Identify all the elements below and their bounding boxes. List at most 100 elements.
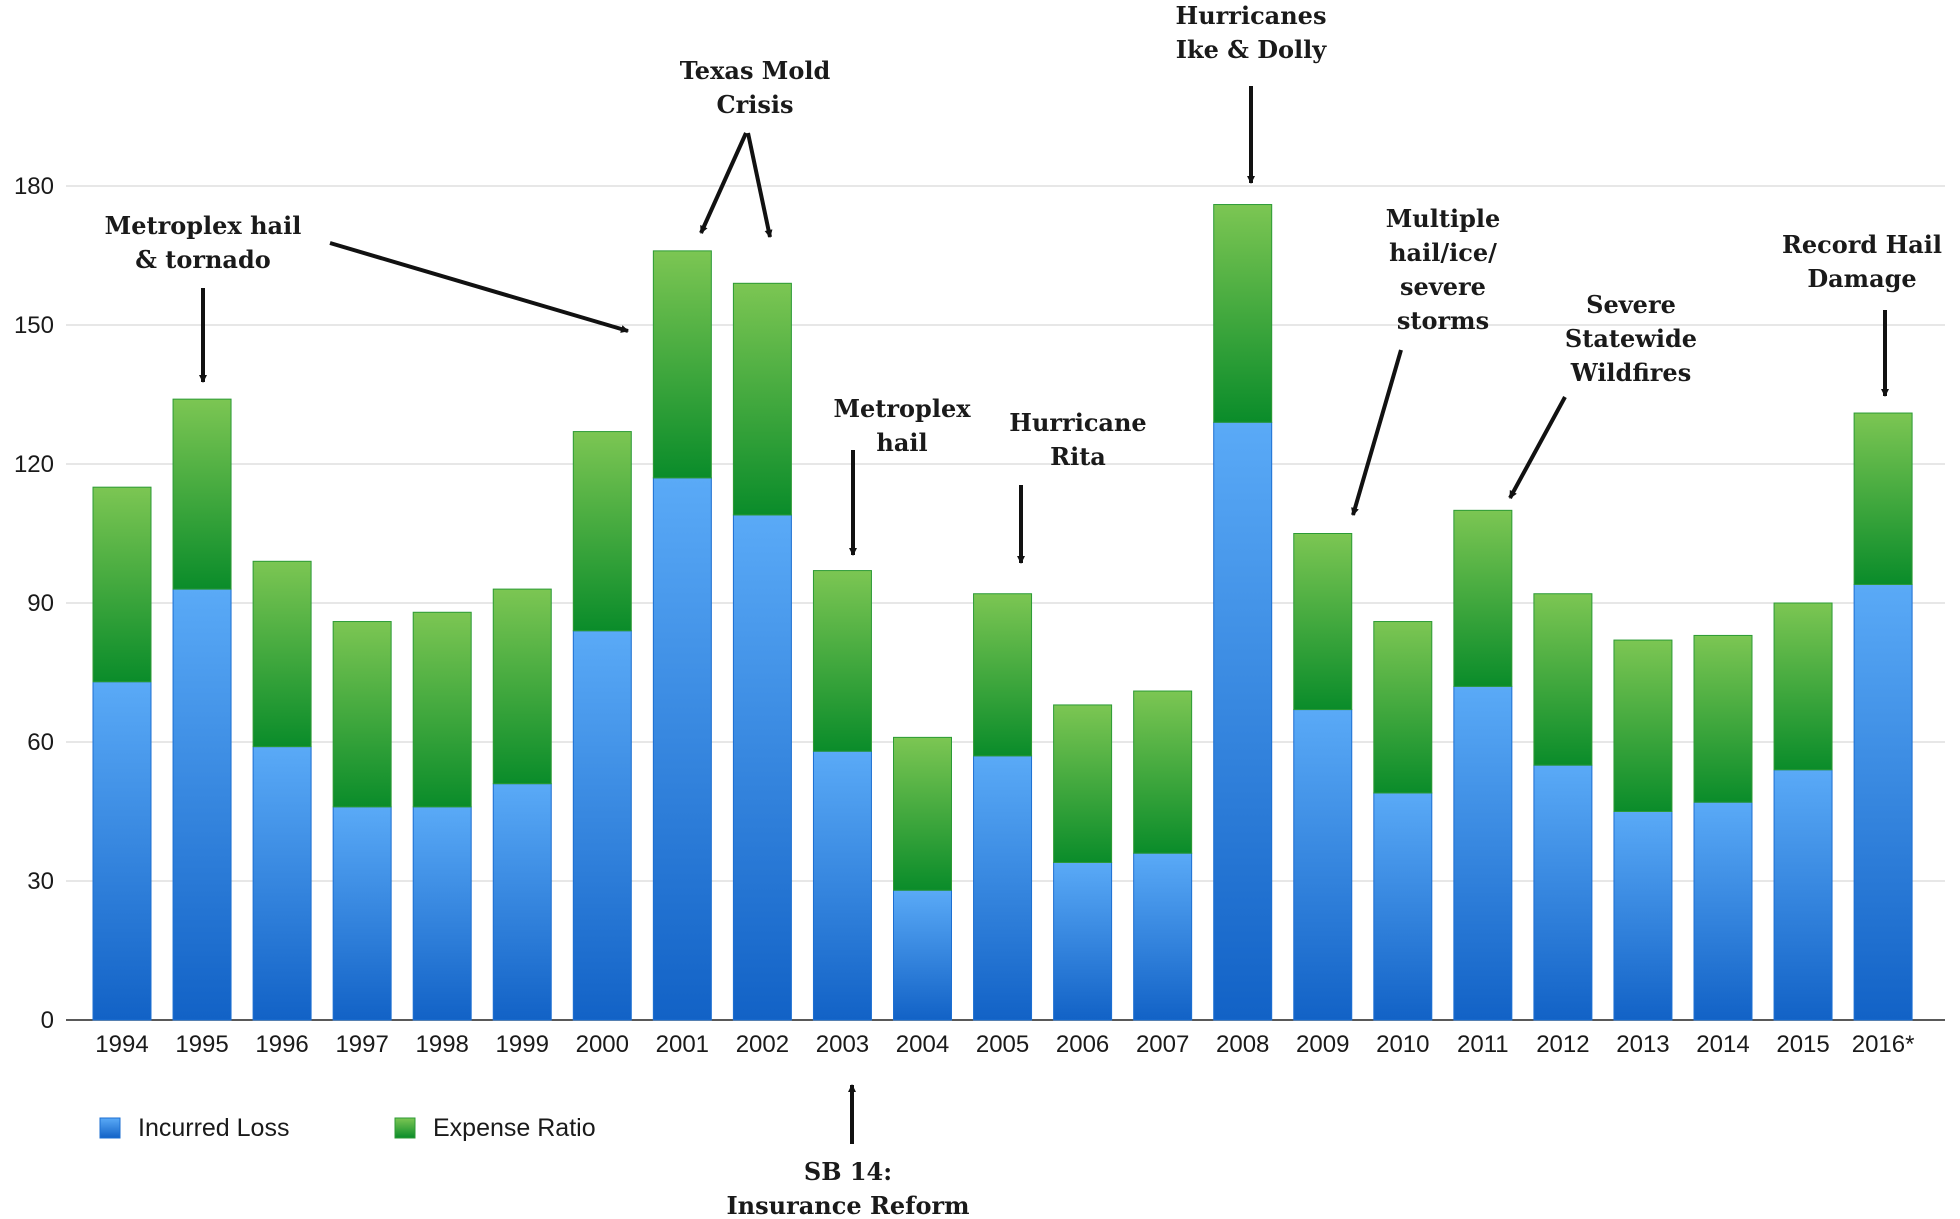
x-tick-label: 2007 — [1136, 1031, 1189, 1058]
x-tick-label: 2011 — [1457, 1031, 1509, 1058]
y-tick-label: 60 — [27, 729, 54, 756]
bar-incurred-loss — [332, 806, 392, 1021]
annotation-arrow — [699, 132, 748, 234]
legend-swatch-expense-ratio — [394, 1117, 416, 1139]
annotation-text: SB 14: — [804, 1157, 892, 1186]
bar-incurred-loss — [812, 750, 872, 1021]
bar-expense-ratio — [1453, 509, 1513, 687]
x-tick-label: 2010 — [1376, 1031, 1429, 1058]
x-tick-label: 2002 — [736, 1031, 789, 1058]
bar-incurred-loss — [1053, 861, 1113, 1021]
x-tick-label: 2000 — [576, 1031, 629, 1058]
bar-expense-ratio — [1373, 621, 1433, 794]
bar-expense-ratio — [572, 431, 632, 632]
annotation: Metroplex hail & tornado — [105, 211, 629, 383]
bar-expense-ratio — [812, 570, 872, 752]
x-tick-label: 2008 — [1216, 1031, 1269, 1058]
y-tick-label: 120 — [14, 451, 54, 478]
annotations: Metroplex hail & tornado Texas Mold Crisis M… — [105, 1, 1942, 1219]
x-tick-label: 2012 — [1536, 1031, 1589, 1058]
bar-expense-ratio — [252, 560, 312, 748]
annotation-text: Metroplex hail — [105, 211, 302, 240]
annotation-text: Hurricane — [1009, 408, 1146, 437]
bar-expense-ratio — [1613, 639, 1673, 812]
y-tick-label: 90 — [27, 590, 54, 617]
annotation: Hurricane Rita — [1009, 408, 1147, 564]
y-tick-label: 180 — [14, 173, 54, 200]
bar-incurred-loss — [1693, 801, 1753, 1021]
bar-incurred-loss — [1773, 769, 1833, 1021]
annotation-text: Damage — [1807, 264, 1916, 293]
annotation-text: severe — [1400, 272, 1486, 301]
y-axis-ticks: 0 30 60 90 120 150 180 — [14, 173, 54, 1034]
bar-incurred-loss — [1853, 583, 1913, 1021]
x-tick-label: 1998 — [416, 1031, 469, 1058]
bar-expense-ratio — [1133, 690, 1193, 854]
annotation-text: Wildfires — [1570, 358, 1691, 387]
annotation: Hurricanes Ike & Dolly — [1176, 1, 1328, 184]
bar-expense-ratio — [1293, 533, 1353, 711]
bar-expense-ratio — [92, 486, 152, 683]
annotation-arrow — [1508, 396, 1567, 499]
annotation-text: Ike & Dolly — [1176, 35, 1328, 64]
bar-expense-ratio — [973, 593, 1033, 757]
bar-expense-ratio — [1533, 593, 1593, 766]
legend-label: Incurred Loss — [138, 1114, 289, 1142]
annotation-text: Texas Mold — [680, 56, 831, 85]
bar-incurred-loss — [1373, 792, 1433, 1021]
bar-incurred-loss — [732, 514, 792, 1021]
legend: Incurred Loss Expense Ratio — [99, 1114, 596, 1142]
x-tick-label: 2009 — [1296, 1031, 1349, 1058]
annotation: Multiple hail/ice/severe storms — [1351, 204, 1500, 516]
bar-incurred-loss — [1453, 685, 1513, 1021]
annotation-text: Rita — [1050, 442, 1106, 471]
x-axis-ticks: 1994 1995 1996 1997 1998 1999 2000 2001 2002 2003… — [95, 1031, 1914, 1058]
y-tick-label: 0 — [41, 1007, 54, 1034]
annotation-text: Statewide — [1565, 324, 1697, 353]
bar-incurred-loss — [1293, 709, 1353, 1021]
bar-incurred-loss — [92, 681, 152, 1021]
annotation-arrow — [329, 241, 629, 333]
x-tick-label: 2013 — [1616, 1031, 1669, 1058]
annotation-arrow — [746, 132, 773, 238]
x-tick-label: 2016* — [1852, 1031, 1915, 1058]
x-tick-label: 1999 — [496, 1031, 549, 1058]
bar-incurred-loss — [1213, 421, 1273, 1021]
legend-swatch-incurred-loss — [99, 1117, 121, 1139]
x-tick-label: 1997 — [335, 1031, 388, 1058]
bar-incurred-loss — [492, 783, 552, 1021]
bar-incurred-loss — [1533, 764, 1593, 1021]
x-tick-label: 2014 — [1696, 1031, 1749, 1058]
legend-label: Expense Ratio — [433, 1114, 596, 1142]
annotation-text: hail/ice/ — [1389, 238, 1497, 267]
bar-expense-ratio — [172, 398, 232, 590]
annotation-text: storms — [1397, 306, 1489, 335]
x-tick-label: 2003 — [816, 1031, 869, 1058]
annotation-text: & tornado — [135, 245, 271, 274]
x-tick-label: 1994 — [95, 1031, 148, 1058]
bar-expense-ratio — [332, 621, 392, 808]
x-tick-label: 2015 — [1776, 1031, 1829, 1058]
bar-expense-ratio — [732, 282, 792, 516]
x-tick-label: 2006 — [1056, 1031, 1109, 1058]
bar-expense-ratio — [1773, 602, 1833, 771]
annotation-text: hail — [876, 428, 927, 457]
bar-incurred-loss — [973, 755, 1033, 1021]
bar-expense-ratio — [1213, 204, 1273, 423]
annotation: Texas Mold Crisis — [680, 56, 831, 238]
bar-expense-ratio — [1693, 634, 1753, 803]
bar-expense-ratio — [652, 250, 712, 479]
bar-expense-ratio — [492, 588, 552, 785]
bar-incurred-loss — [252, 746, 312, 1021]
bar-incurred-loss — [412, 806, 472, 1021]
bar-incurred-loss — [652, 477, 712, 1021]
bar-incurred-loss — [1133, 852, 1193, 1021]
annotation-text: Hurricanes — [1176, 1, 1327, 30]
bar-expense-ratio — [1053, 704, 1113, 863]
x-tick-label: 1996 — [255, 1031, 308, 1058]
annotation-text: Crisis — [716, 90, 793, 119]
annotation: SB 14: Insurance Reform — [726, 1084, 970, 1219]
bar-incurred-loss — [893, 889, 952, 1021]
x-tick-label: 2001 — [656, 1031, 709, 1058]
bar-expense-ratio — [412, 611, 472, 808]
